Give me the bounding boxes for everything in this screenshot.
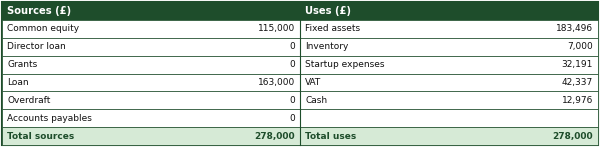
Text: 42,337: 42,337 <box>562 78 593 87</box>
Text: Grants: Grants <box>7 60 37 69</box>
Bar <box>300 91 598 109</box>
Text: Startup expenses: Startup expenses <box>305 60 385 69</box>
Bar <box>300 127 598 145</box>
Text: Inventory: Inventory <box>305 42 349 51</box>
Bar <box>300 2 598 20</box>
Text: 183,496: 183,496 <box>556 24 593 33</box>
Text: Overdraft: Overdraft <box>7 96 50 105</box>
Text: Cash: Cash <box>305 96 327 105</box>
Text: Total uses: Total uses <box>305 132 356 141</box>
Bar <box>2 91 300 109</box>
Text: 163,000: 163,000 <box>258 78 295 87</box>
Text: 0: 0 <box>289 60 295 69</box>
Text: 0: 0 <box>289 42 295 51</box>
Text: 12,976: 12,976 <box>562 96 593 105</box>
Text: 7,000: 7,000 <box>567 42 593 51</box>
Bar <box>300 56 598 74</box>
Text: VAT: VAT <box>305 78 321 87</box>
Text: 0: 0 <box>289 96 295 105</box>
Bar <box>300 20 598 38</box>
Text: Common equity: Common equity <box>7 24 79 33</box>
Text: Sources (£): Sources (£) <box>7 6 71 16</box>
Text: Uses (£): Uses (£) <box>305 6 351 16</box>
Text: 115,000: 115,000 <box>258 24 295 33</box>
Text: 278,000: 278,000 <box>254 132 295 141</box>
Text: 32,191: 32,191 <box>562 60 593 69</box>
Bar <box>2 2 300 20</box>
Text: 278,000: 278,000 <box>553 132 593 141</box>
Bar <box>300 109 598 127</box>
Bar <box>2 109 300 127</box>
Bar <box>2 56 300 74</box>
Bar <box>2 127 300 145</box>
Text: Fixed assets: Fixed assets <box>305 24 360 33</box>
Bar <box>2 38 300 56</box>
Bar <box>300 74 598 91</box>
Text: 0: 0 <box>289 114 295 123</box>
Bar <box>2 74 300 91</box>
Bar <box>300 38 598 56</box>
Bar <box>2 20 300 38</box>
Text: Loan: Loan <box>7 78 29 87</box>
Text: Accounts payables: Accounts payables <box>7 114 92 123</box>
Text: Director loan: Director loan <box>7 42 66 51</box>
Text: Total sources: Total sources <box>7 132 74 141</box>
